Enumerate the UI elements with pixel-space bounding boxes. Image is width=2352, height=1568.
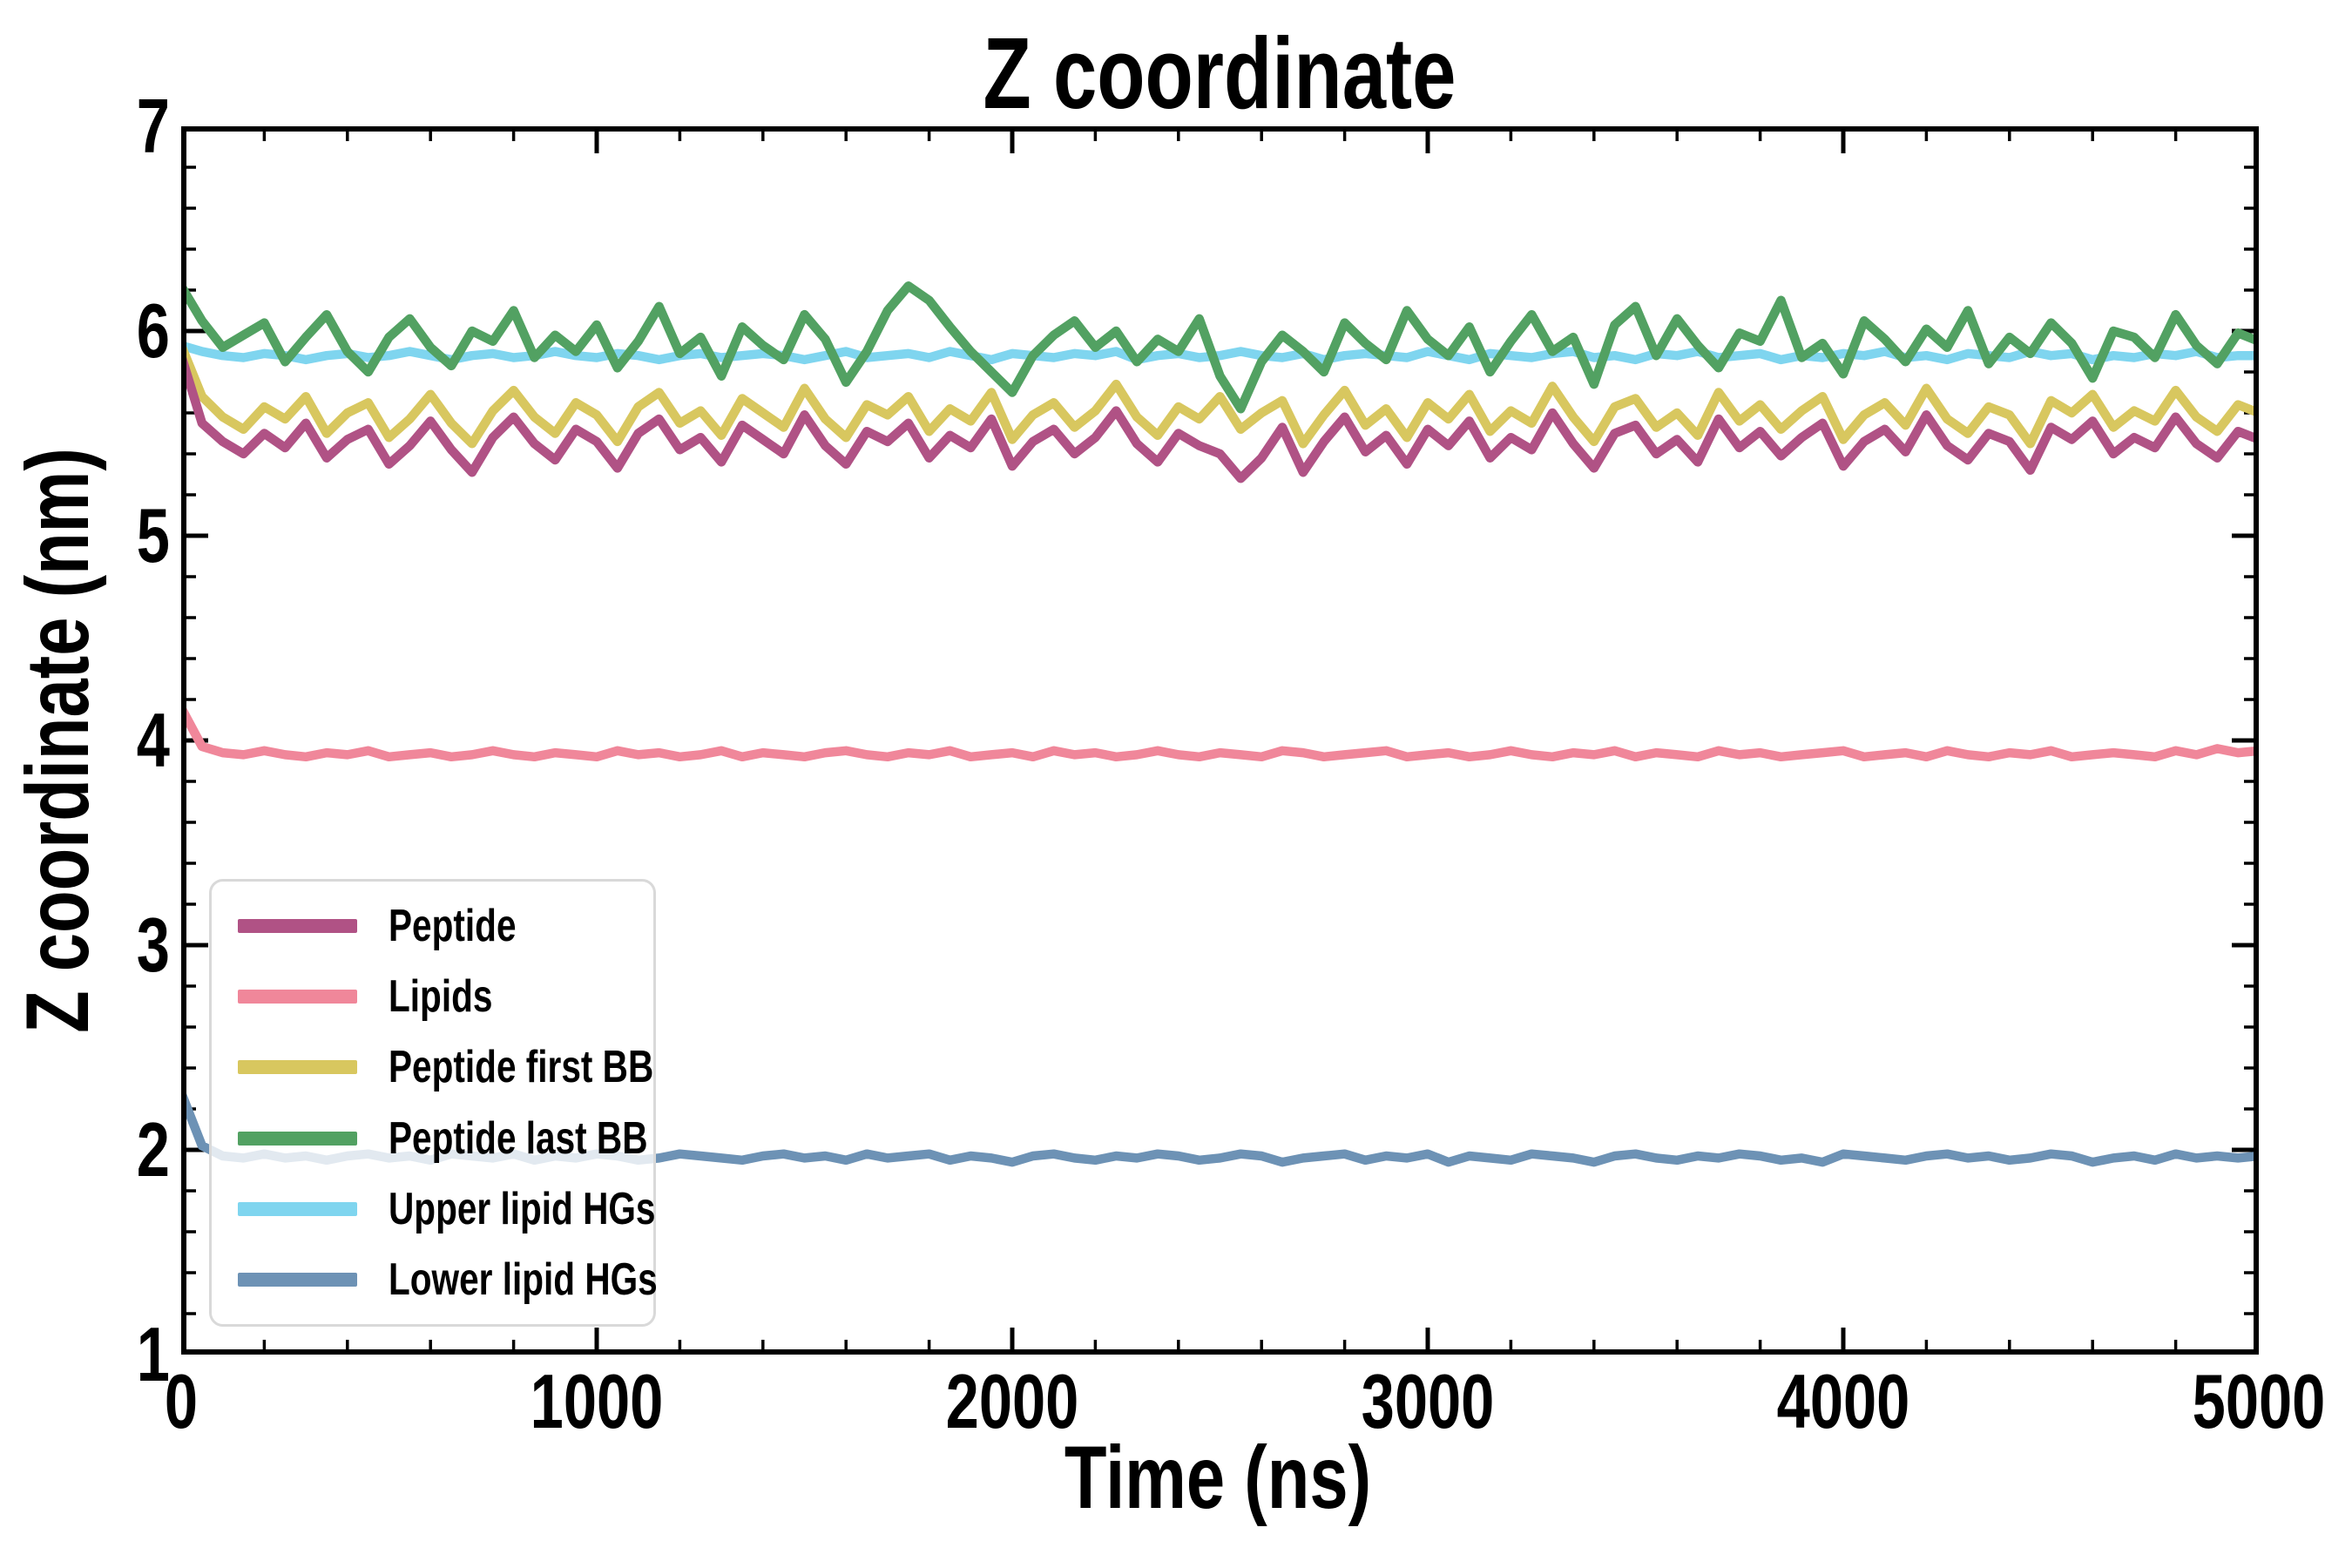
legend-swatch-upper-lipid-hgs (238, 1201, 357, 1216)
legend-entry: Peptide first BB (212, 1044, 653, 1090)
series-line-lipids (181, 703, 2259, 762)
legend-entry: Peptide last BB (212, 1116, 653, 1161)
y-axis-label: Z coordinate (nm) (8, 448, 107, 1033)
y-tick-label: 6 (136, 287, 170, 374)
series-line-peptide (181, 350, 2259, 483)
legend-label: Lower lipid HGs (389, 1254, 658, 1306)
x-axis-label: Time (ns) (1064, 1428, 1372, 1527)
y-tick-label: 2 (136, 1106, 170, 1193)
legend-label: Peptide last BB (389, 1112, 648, 1164)
legend-swatch-lower-lipid-hgs (238, 1273, 357, 1288)
legend-label: Lipids (389, 970, 493, 1022)
plot-spines (181, 126, 2259, 1355)
chart-title: Z coordinate (983, 17, 1456, 130)
legend: Peptide Lipids Peptide first BB Peptide las… (209, 879, 658, 1327)
series-line-peptide-first-bb (181, 341, 2259, 449)
legend-label: Upper lipid HGs (389, 1183, 656, 1234)
plot-canvas (181, 126, 2259, 1355)
legend-swatch-peptide (238, 918, 357, 933)
y-tick-label: 1 (136, 1311, 170, 1397)
plot-area: Peptide Lipids Peptide first BB Peptide las… (181, 126, 2259, 1355)
x-tick-label: 4000 (1776, 1358, 1910, 1444)
series-line-peptide-last-bb (181, 281, 2259, 414)
y-tick-label: 3 (136, 902, 170, 988)
x-tick-label: 1000 (530, 1358, 664, 1444)
y-tick-label: 5 (136, 492, 170, 578)
x-tick-label: 3000 (1361, 1358, 1495, 1444)
legend-entry: Lipids (212, 974, 653, 1019)
legend-swatch-peptide-last-bb (238, 1131, 357, 1146)
y-tick-label: 7 (136, 83, 170, 169)
legend-swatch-lipids (238, 989, 357, 1004)
legend-label: Peptide first BB (389, 1042, 654, 1093)
x-tick-label: 2000 (945, 1358, 1079, 1444)
legend-entry: Peptide (212, 903, 653, 949)
legend-entry: Lower lipid HGs (212, 1257, 658, 1302)
legend-entry: Upper lipid HGs (212, 1183, 656, 1234)
x-tick-label: 0 (164, 1358, 199, 1444)
y-tick-label: 4 (136, 697, 170, 783)
legend-swatch-peptide-first-bb (238, 1060, 357, 1075)
x-tick-label: 5000 (2192, 1358, 2326, 1444)
legend-label: Peptide (389, 900, 517, 951)
